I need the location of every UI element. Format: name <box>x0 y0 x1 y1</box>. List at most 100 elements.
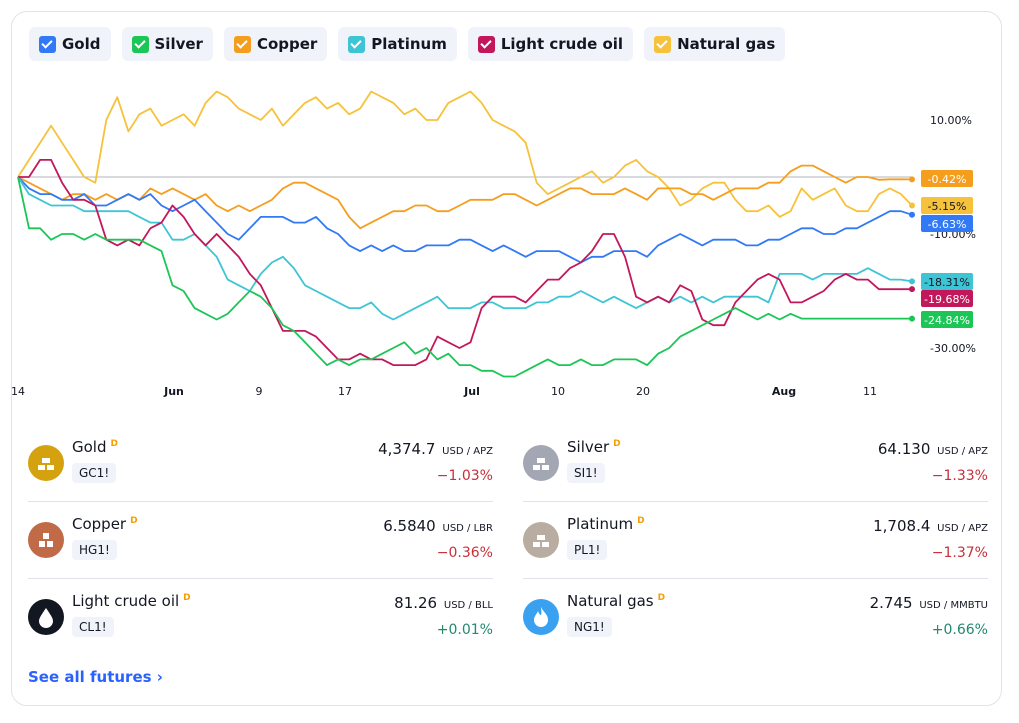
legend-label: Natural gas <box>677 35 776 53</box>
series-value-label: -24.84% <box>924 314 970 327</box>
see-all-futures-link[interactable]: See all futures › <box>28 668 163 686</box>
symbol-badge: GC1! <box>72 463 117 483</box>
series-value-label: -19.68% <box>924 293 970 306</box>
x-tick-label: Jul <box>463 385 480 398</box>
series-line <box>17 176 912 378</box>
x-tick-label: 20 <box>636 385 650 398</box>
divider <box>523 578 988 579</box>
change-value: −1.33% <box>931 468 988 484</box>
legend-label: Light crude oil <box>500 35 624 53</box>
chevron-right-icon: › <box>156 668 163 686</box>
oil-drop-icon <box>28 599 64 635</box>
x-tick-label: 9 <box>256 385 263 398</box>
flame-icon <box>523 599 559 635</box>
series-line <box>17 176 913 321</box>
legend-chip-crude-oil[interactable]: Light crude oil <box>467 27 634 61</box>
legend-chip-silver[interactable]: Silver <box>121 27 213 61</box>
daily-badge: D <box>637 516 645 526</box>
price-unit: USD / APZ <box>937 446 988 457</box>
series-value-label: -5.15% <box>928 200 967 213</box>
series-value-label: -0.42% <box>928 173 967 186</box>
checkbox-icon <box>131 35 149 53</box>
daily-badge: D <box>613 439 621 449</box>
tile-name: Light crude oil <box>72 592 180 610</box>
performance-chart: 10.00%-10.00%-30.00%14 Jun 9 17 Jul 10 20 Aug 11… <box>11 90 976 398</box>
series-line <box>17 176 913 264</box>
legend-chip-copper[interactable]: Copper <box>223 27 328 61</box>
price-unit: USD / BLL <box>443 600 493 611</box>
change-value: −1.37% <box>931 545 988 561</box>
legend-label: Copper <box>256 35 318 53</box>
price-unit: USD / LBR <box>442 523 493 534</box>
symbol-badge: HG1! <box>72 540 117 560</box>
platinum-bars-icon <box>523 522 559 558</box>
series-end-dot <box>909 211 915 218</box>
price-unit: USD / MMBTU <box>919 600 988 611</box>
legend-label: Silver <box>154 35 203 53</box>
series-end-dot <box>909 176 915 183</box>
series-value-label: -6.63% <box>928 218 967 231</box>
y-tick-label: 10.00% <box>930 114 972 127</box>
x-tick-label: 14 <box>11 385 25 398</box>
price-value: 64.130 <box>877 440 931 458</box>
symbol-badge: PL1! <box>567 540 608 560</box>
legend-chip-natural-gas[interactable]: Natural gas <box>644 27 786 61</box>
legend-chips: Gold Silver Copper Platinum Light crude … <box>29 27 796 61</box>
price-unit: USD / APZ <box>937 523 988 534</box>
price-value: 2.745 <box>869 594 913 612</box>
symbol-badge: CL1! <box>72 617 114 637</box>
series-line <box>17 90 913 218</box>
price-value: 1,708.4 <box>873 517 931 535</box>
checkbox-icon <box>233 35 251 53</box>
price-value: 4,374.7 <box>378 440 436 458</box>
checkbox-icon <box>348 35 366 53</box>
daily-badge: D <box>183 593 191 603</box>
tile-crude-oil[interactable]: Light crude oil D CL1! 81.26 USD / BLL +0… <box>28 590 498 656</box>
checkbox-icon <box>477 35 495 53</box>
x-tick-label: 10 <box>551 385 565 398</box>
tile-copper[interactable]: Copper D HG1! 6.5840 USD / LBR −0.36% <box>28 513 498 579</box>
daily-badge: D <box>657 593 666 603</box>
divider <box>28 578 493 579</box>
tile-platinum[interactable]: Platinum D PL1! 1,708.4 USD / APZ −1.37% <box>523 513 993 579</box>
x-tick-label: Jun <box>163 385 184 398</box>
gold-bars-icon <box>28 445 64 481</box>
series-value-tag: -18.31% <box>921 273 973 290</box>
tile-name: Gold <box>72 438 107 456</box>
legend-label: Gold <box>62 35 101 53</box>
price-value: 6.5840 <box>383 517 436 535</box>
change-value: +0.01% <box>436 622 493 638</box>
series-value-label: -18.31% <box>924 276 970 289</box>
tile-name: Natural gas <box>567 592 654 610</box>
divider <box>523 501 988 502</box>
tile-gold[interactable]: Gold D GC1! 4,374.7 USD / APZ −1.03% <box>28 436 498 502</box>
change-value: +0.66% <box>931 622 988 638</box>
checkbox-icon <box>654 35 672 53</box>
series-line <box>17 164 913 230</box>
series-end-dot <box>909 286 915 293</box>
checkbox-icon <box>39 35 56 53</box>
series-value-tag: -19.68% <box>921 290 973 307</box>
tile-name: Platinum <box>567 515 634 533</box>
silver-bars-icon <box>523 445 559 481</box>
series-value-tag: -6.63% <box>921 215 973 232</box>
legend-chip-gold[interactable]: Gold <box>29 27 111 61</box>
series-line <box>18 159 912 367</box>
symbol-badge: NG1! <box>567 617 612 637</box>
legend-chip-platinum[interactable]: Platinum <box>338 27 457 61</box>
copper-bricks-icon <box>28 522 64 558</box>
legend-label: Platinum <box>371 35 447 53</box>
series-value-tag: -5.15% <box>921 197 973 214</box>
series-end-dot <box>909 315 915 322</box>
daily-badge: D <box>110 439 118 449</box>
series-value-tag: -24.84% <box>921 311 973 328</box>
y-tick-label: -30.00% <box>930 342 976 355</box>
series-value-tag: -0.42% <box>921 170 973 187</box>
x-tick-label: 11 <box>863 385 877 398</box>
tile-silver[interactable]: Silver D SI1! 64.130 USD / APZ −1.33% <box>523 436 993 502</box>
change-value: −1.03% <box>436 468 493 484</box>
symbol-badge: SI1! <box>567 463 605 483</box>
tile-name: Silver <box>567 438 610 456</box>
tile-natural-gas[interactable]: Natural gas D NG1! 2.745 USD / MMBTU +0.6… <box>523 590 993 656</box>
series-end-dot <box>909 278 915 285</box>
